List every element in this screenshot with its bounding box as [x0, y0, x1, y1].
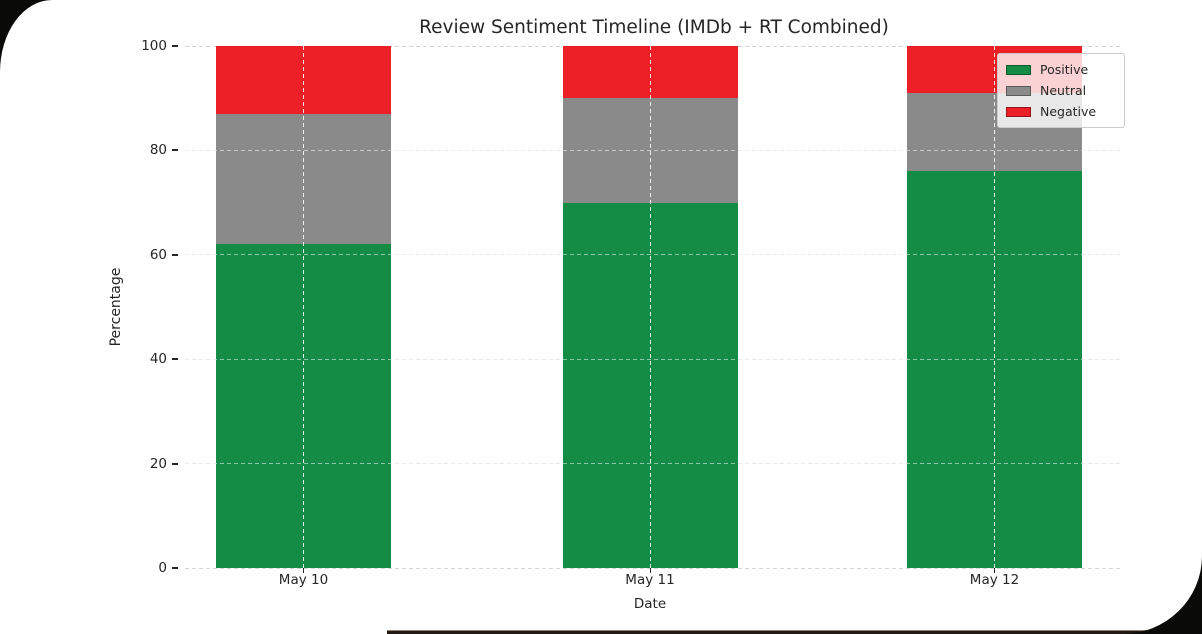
legend-label: Neutral — [1040, 83, 1087, 98]
legend-label: Positive — [1040, 62, 1089, 77]
y-tick-mark — [172, 254, 178, 256]
grid-line — [994, 46, 995, 568]
screen-edge-strip — [387, 630, 1202, 634]
legend-swatch-positive — [1006, 64, 1031, 75]
x-tick-label: May 10 — [278, 572, 329, 588]
y-tick-label: 20 — [0, 455, 178, 473]
legend-swatch-neutral — [1006, 85, 1031, 96]
x-tick-mark — [994, 568, 996, 573]
legend-swatch-negative — [1006, 106, 1031, 117]
legend-entry-neutral: Neutral — [1006, 80, 1116, 101]
x-tick-mark — [649, 568, 651, 573]
x-tick-label: May 12 — [969, 572, 1020, 588]
grid-line — [185, 45, 1123, 47]
chart-title: Review Sentiment Timeline (IMDb + RT Com… — [419, 17, 889, 38]
y-tick-mark — [172, 45, 178, 47]
x-tick-mark — [303, 568, 305, 573]
top-left-corner — [0, 0, 52, 72]
y-tick-label: 80 — [0, 141, 178, 159]
legend-label: Negative — [1040, 104, 1097, 119]
x-axis-label: Date — [633, 596, 667, 612]
y-tick-label: 60 — [0, 246, 178, 264]
grid-line — [185, 254, 1123, 256]
y-tick-mark — [172, 358, 178, 360]
x-tick-label: May 11 — [625, 572, 675, 588]
y-tick-mark — [172, 463, 178, 465]
grid-line — [649, 46, 651, 568]
grid-line — [185, 358, 1123, 360]
grid-line — [185, 149, 1123, 151]
y-tick-label: 0 — [0, 559, 178, 577]
grid-line — [303, 46, 304, 568]
legend: Positive Neutral Negative — [997, 53, 1125, 128]
bottom-right-corner — [1122, 556, 1202, 634]
y-tick-label: 100 — [0, 37, 178, 55]
bar-may-11 — [562, 46, 738, 568]
bar-may-10 — [216, 46, 391, 568]
y-axis-label: Percentage — [108, 267, 124, 347]
legend-entry-positive: Positive — [1006, 59, 1116, 80]
legend-entry-negative: Negative — [1006, 101, 1116, 122]
grid-line — [185, 463, 1123, 465]
y-tick-mark — [172, 567, 178, 569]
y-tick-label: 40 — [0, 350, 178, 368]
grid-line — [185, 567, 1123, 569]
y-tick-mark — [172, 149, 178, 151]
plot-area — [185, 45, 1123, 569]
